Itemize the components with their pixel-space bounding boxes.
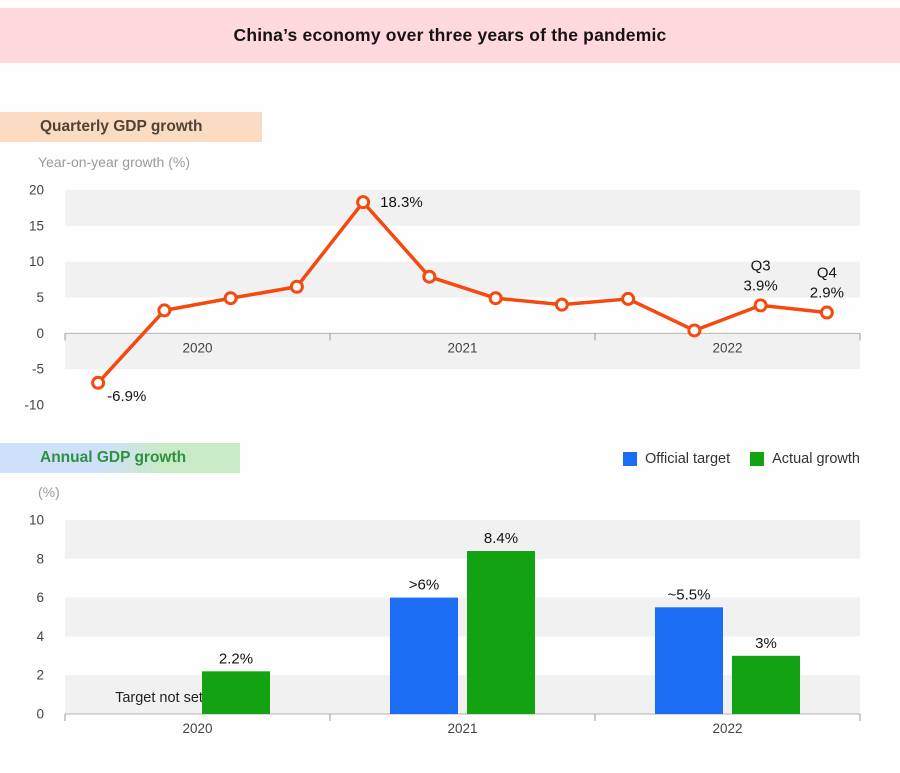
data-point-marker bbox=[687, 323, 702, 338]
x-axis-year-label: 2020 bbox=[182, 721, 212, 736]
bar-value-label: 2.2% bbox=[219, 650, 253, 667]
point-annotation: 18.3% bbox=[380, 194, 423, 211]
annual-section-label: Annual GDP growth bbox=[0, 443, 240, 473]
x-axis-year-label: 2022 bbox=[712, 340, 742, 355]
quarterly-axis-caption: Year-on-year growth (%) bbox=[38, 154, 190, 170]
plot-band bbox=[65, 261, 860, 298]
bar-actual-growth bbox=[202, 671, 270, 714]
data-point-marker bbox=[819, 305, 834, 320]
legend-swatch-official-target bbox=[622, 452, 637, 466]
page-title: China’s economy over three years of the … bbox=[233, 25, 667, 45]
legend-label-official-target: Official target bbox=[644, 451, 731, 467]
y-axis-label: 6 bbox=[36, 590, 44, 605]
y-axis-label: 0 bbox=[36, 707, 44, 722]
data-point-marker bbox=[223, 291, 238, 306]
annual-axis-caption: (%) bbox=[38, 484, 60, 500]
data-point-marker bbox=[621, 291, 636, 306]
point-annotation: 2.9% bbox=[810, 285, 844, 302]
data-point-marker bbox=[488, 291, 503, 306]
data-point-marker bbox=[157, 303, 172, 318]
plot-band bbox=[65, 520, 860, 559]
x-axis-year-label: 2021 bbox=[447, 721, 477, 736]
x-axis-year-label: 2020 bbox=[182, 340, 212, 355]
legend-item-actual-growth: Actual growth bbox=[750, 451, 860, 467]
y-axis-label: 20 bbox=[29, 185, 44, 198]
data-point-marker bbox=[422, 269, 437, 284]
y-axis-label: -10 bbox=[24, 398, 44, 413]
point-annotation: -6.9% bbox=[107, 388, 146, 405]
plot-band bbox=[65, 333, 860, 370]
point-annotation: Q3 bbox=[751, 257, 771, 274]
data-point-marker bbox=[356, 195, 371, 210]
page-header: China’s economy over three years of the … bbox=[0, 8, 900, 63]
y-axis-label: 10 bbox=[29, 513, 44, 528]
point-annotation: 3.9% bbox=[744, 277, 778, 294]
legend-swatch-actual-growth bbox=[750, 452, 765, 466]
y-axis-label: 2 bbox=[36, 668, 44, 683]
point-annotation: Q4 bbox=[817, 265, 837, 282]
bar-value-label: >6% bbox=[409, 577, 439, 594]
y-axis-label: -5 bbox=[32, 362, 44, 377]
quarterly-gdp-line-chart: 20 15 10 5 0 -5 -10 2020 2021 2022 -6.9% 18.3% Q3 3.9… bbox=[24, 185, 861, 413]
quarterly-section-label: Quarterly GDP growth bbox=[0, 112, 262, 142]
bar-actual-growth bbox=[467, 551, 535, 714]
y-axis-label: 10 bbox=[29, 254, 44, 269]
bar-value-label: ~5.5% bbox=[668, 586, 711, 603]
plot-band bbox=[65, 190, 860, 226]
data-point-marker bbox=[753, 298, 768, 313]
data-point-marker bbox=[289, 279, 304, 294]
data-point-marker bbox=[554, 297, 569, 312]
legend-item-official-target: Official target bbox=[622, 451, 731, 467]
bar-official-target bbox=[655, 607, 723, 714]
legend-label-actual-growth: Actual growth bbox=[772, 451, 860, 467]
y-axis-label: 15 bbox=[29, 218, 44, 233]
x-axis-year-label: 2022 bbox=[712, 721, 742, 736]
plot-band bbox=[65, 597, 860, 637]
bar-actual-growth bbox=[732, 655, 800, 714]
bar-official-target bbox=[390, 597, 458, 714]
y-axis-label: 5 bbox=[36, 290, 44, 305]
x-axis-year-label: 2021 bbox=[447, 340, 477, 355]
y-axis-label: 4 bbox=[36, 629, 44, 644]
no-target-note: Target not set bbox=[115, 690, 203, 706]
data-point-marker bbox=[91, 375, 106, 390]
gdp-growth-line bbox=[96, 200, 829, 385]
y-axis-label: 0 bbox=[36, 326, 44, 341]
bar-value-label: 8.4% bbox=[484, 530, 518, 547]
chart-legend: Official target Actual growth bbox=[622, 451, 860, 467]
bar-value-label: 3% bbox=[755, 635, 777, 652]
plot-band bbox=[65, 675, 860, 714]
y-axis-label: 8 bbox=[36, 551, 44, 566]
